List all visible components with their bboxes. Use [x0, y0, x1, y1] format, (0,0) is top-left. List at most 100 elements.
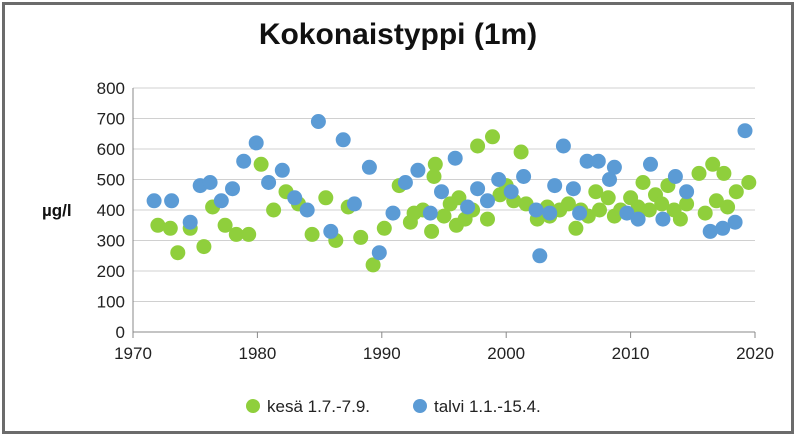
- point-1-15: [335, 132, 351, 148]
- point-0-1: [162, 220, 178, 236]
- point-0-17: [353, 229, 369, 245]
- point-1-20: [397, 175, 413, 190]
- point-1-8: [248, 135, 264, 151]
- point-1-28: [491, 172, 507, 187]
- point-0-27: [436, 208, 452, 224]
- point-0-65: [697, 205, 713, 221]
- point-1-33: [542, 205, 558, 221]
- legend-label-0: kesä 1.7.-7.9.: [267, 397, 370, 416]
- point-0-6: [217, 217, 233, 233]
- x-tick-2010: 2010: [612, 344, 650, 363]
- legend-marker-1: [413, 399, 427, 413]
- y-tick-0: 0: [116, 323, 125, 342]
- point-0-34: [480, 211, 495, 227]
- point-1-16: [346, 196, 362, 212]
- point-0-19: [376, 220, 392, 236]
- point-1-51: [737, 123, 753, 139]
- point-0-59: [654, 196, 670, 212]
- point-1-46: [667, 169, 683, 184]
- point-1-24: [447, 150, 463, 166]
- x-tick-1970: 1970: [114, 344, 152, 363]
- point-1-18: [371, 245, 387, 261]
- point-1-34: [547, 178, 563, 194]
- point-0-4: [196, 239, 212, 255]
- point-0-10: [266, 202, 282, 218]
- point-0-63: [679, 196, 695, 212]
- point-1-25: [460, 199, 476, 215]
- y-tick-500: 500: [97, 171, 125, 190]
- point-0-51: [600, 190, 616, 206]
- point-0-45: [560, 196, 576, 212]
- point-0-57: [641, 202, 657, 218]
- point-0-13: [304, 226, 320, 242]
- y-tick-600: 600: [97, 140, 125, 159]
- point-1-37: [572, 205, 588, 221]
- point-1-17: [361, 159, 377, 175]
- point-1-29: [503, 184, 519, 200]
- point-0-69: [720, 199, 736, 215]
- y-tick-200: 200: [97, 262, 125, 281]
- point-1-43: [630, 211, 646, 227]
- point-0-46: [568, 220, 584, 236]
- point-1-9: [261, 175, 277, 190]
- legend-label-1: talvi 1.1.-15.4.: [434, 397, 541, 416]
- point-0-24: [424, 223, 440, 239]
- x-tick-2020: 2020: [736, 344, 774, 363]
- point-0-25: [426, 169, 442, 184]
- point-1-36: [565, 181, 581, 197]
- point-1-35: [555, 138, 571, 154]
- point-1-4: [202, 175, 218, 190]
- point-1-40: [602, 172, 617, 187]
- point-0-66: [705, 156, 721, 172]
- point-1-5: [213, 193, 229, 209]
- data-points: [146, 114, 757, 273]
- point-0-62: [672, 211, 688, 227]
- point-1-11: [287, 190, 303, 206]
- point-1-19: [385, 205, 401, 221]
- y-tick-700: 700: [97, 110, 125, 129]
- point-1-27: [480, 193, 495, 209]
- point-1-32: [532, 248, 548, 264]
- axes: [132, 88, 756, 338]
- point-1-12: [299, 202, 315, 218]
- point-0-68: [716, 165, 732, 181]
- point-0-56: [635, 175, 651, 190]
- point-1-30: [516, 169, 532, 184]
- point-1-1: [164, 193, 180, 209]
- point-1-22: [422, 205, 438, 221]
- legend: kesä 1.7.-7.9. talvi 1.1.-15.4.: [246, 397, 541, 416]
- y-tick-300: 300: [97, 232, 125, 251]
- point-1-23: [434, 184, 449, 200]
- point-0-8: [241, 226, 257, 242]
- point-1-44: [643, 156, 658, 172]
- point-1-31: [528, 202, 544, 218]
- point-0-71: [741, 175, 757, 190]
- point-0-18: [365, 257, 381, 273]
- point-0-39: [513, 144, 529, 160]
- y-tick-800: 800: [97, 79, 125, 98]
- y-tick-400: 400: [97, 201, 125, 220]
- point-1-7: [236, 153, 252, 169]
- x-tick-labels: 1970 1980 1990 2000 2010 2020: [114, 344, 774, 363]
- point-1-41: [606, 159, 622, 175]
- point-1-13: [310, 114, 326, 129]
- point-0-0: [150, 217, 166, 233]
- point-0-26: [427, 156, 443, 172]
- series-talvi: [146, 114, 753, 264]
- point-1-0: [146, 193, 162, 209]
- point-1-38: [579, 153, 595, 169]
- point-1-26: [470, 181, 486, 197]
- point-0-35: [485, 129, 500, 145]
- x-tick-1980: 1980: [238, 344, 276, 363]
- y-tick-100: 100: [97, 293, 125, 312]
- point-0-14: [318, 190, 334, 206]
- y-tick-labels: 0 100 200 300 400 500 600 700 800: [97, 79, 125, 342]
- point-1-14: [323, 223, 339, 239]
- point-1-2: [182, 214, 198, 230]
- point-1-42: [619, 205, 635, 221]
- x-tick-1990: 1990: [363, 344, 401, 363]
- point-0-2: [170, 245, 186, 261]
- point-1-6: [225, 181, 240, 197]
- point-1-49: [715, 220, 731, 236]
- series-kesa: [150, 129, 757, 273]
